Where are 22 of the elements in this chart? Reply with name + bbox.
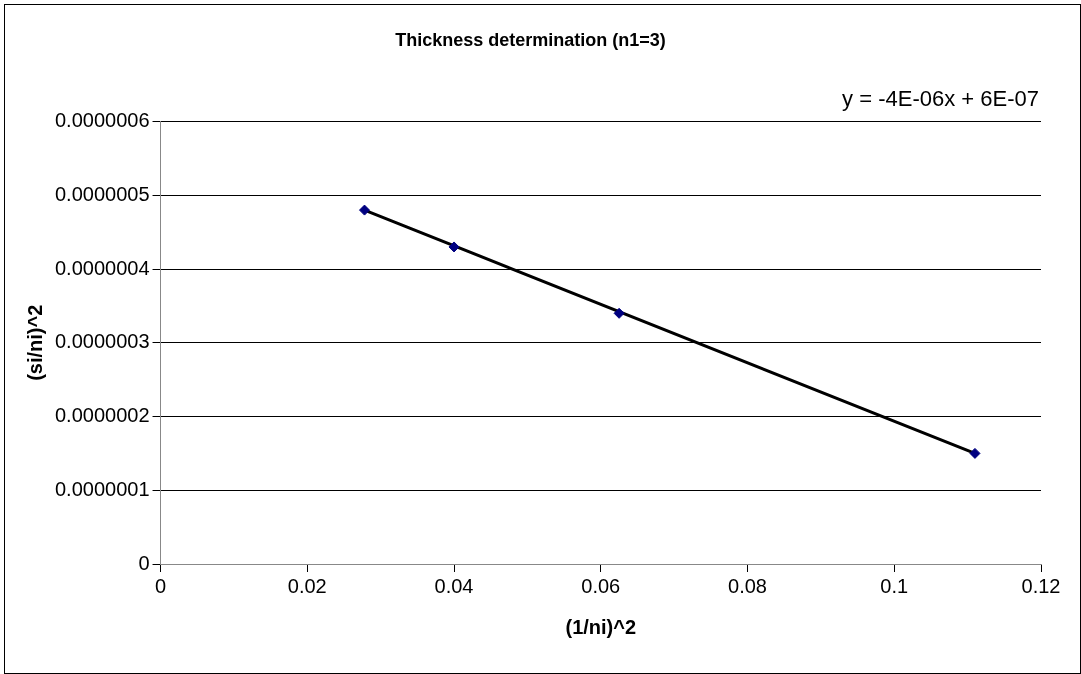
y-axis-title: (si/ni)^2: [23, 304, 46, 381]
x-tick-label: 0.12: [1021, 574, 1061, 597]
point: [613, 307, 625, 319]
x-tick-label: 0.08: [728, 574, 767, 597]
point: [448, 241, 460, 253]
y-tick-label: 0.0000001: [54, 477, 150, 500]
x-axis-title: (1/ni)^2: [565, 615, 637, 638]
point: [359, 204, 371, 216]
chart-title: Thickness determination (n1=3): [395, 29, 666, 50]
y-tick-label: 0.0000006: [54, 109, 150, 132]
text: y = -4E-06x + 6E-07: [842, 85, 1039, 111]
x-tick-label: 0.06: [581, 574, 621, 597]
x-tick-label: 0.02: [287, 574, 327, 597]
x-tick-label: 0: [154, 574, 167, 597]
y-tick-label: 0.0000002: [54, 404, 150, 427]
y-tick-label: 0: [138, 551, 150, 574]
x-tick-label: 0.1: [880, 574, 909, 597]
point: [969, 447, 981, 459]
y-tick-label: 0.0000004: [54, 256, 150, 279]
y-tick-label: 0.0000003: [54, 330, 150, 353]
x-tick-label: 0.04: [434, 574, 474, 597]
y-tick-label: 0.0000005: [54, 182, 150, 205]
